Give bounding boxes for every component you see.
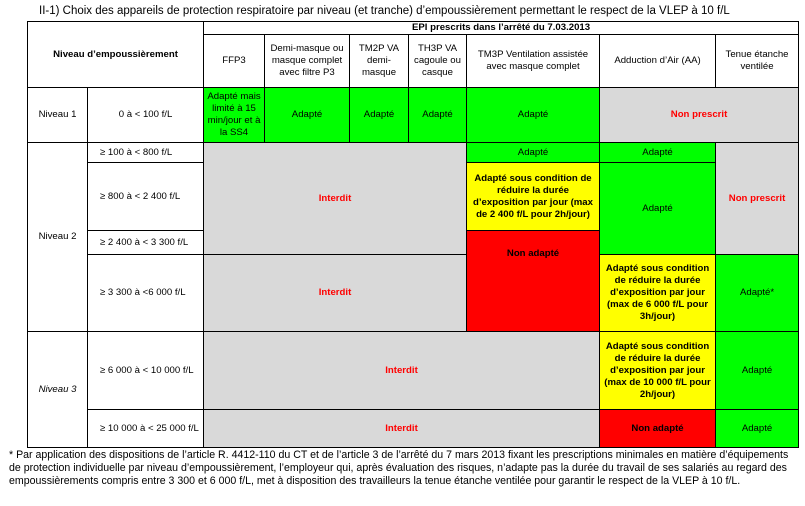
cell-tenue-star: Adapté* bbox=[715, 254, 800, 332]
header-row-2: FFP3 Demi-masque ou masque complet avec … bbox=[28, 34, 800, 88]
table-row: ≥ 10 000 à < 25 000 f/L Interdit Non ada… bbox=[28, 409, 800, 448]
cell-adapte: Adapté bbox=[349, 87, 410, 143]
table-row: ≥ 2 400 à < 3 300 f/L Non adapté bbox=[28, 230, 799, 332]
cell-adapte: Adapté bbox=[599, 162, 717, 255]
page-title: II-1) Choix des appareils de protection … bbox=[39, 5, 730, 17]
range-label: ≥ 800 à < 2 400 f/L bbox=[86, 162, 205, 231]
cell-interdit: Interdit bbox=[203, 331, 601, 410]
table-row: Niveau 2 ≥ 100 à < 800 f/L Interdit Adap… bbox=[27, 142, 800, 332]
table-row: ≥ 3 300 à <6 000 f/L Interdit Adapté sou… bbox=[28, 254, 800, 332]
level-label: Niveau 3 bbox=[27, 331, 88, 448]
table-row: Niveau 1 0 à < 100 f/L Adapté mais limit… bbox=[27, 87, 800, 143]
range-label: ≥ 3 300 à <6 000 f/L bbox=[86, 254, 205, 332]
cell-interdit: Interdit bbox=[203, 409, 601, 448]
cell-tm3p-condition: Adapté sous condition de réduire la duré… bbox=[466, 162, 601, 231]
cell-aa-condition-6000: Adapté sous condition de réduire la duré… bbox=[599, 254, 717, 332]
header-level: Niveau d’empoussièrement bbox=[26, 21, 205, 88]
table-row: Niveau 3 ≥ 6 000 à < 10 000 f/L Interdit… bbox=[27, 331, 800, 448]
cell-adapte: Adapté bbox=[466, 142, 601, 163]
cell-non-adapte: Non adapté bbox=[466, 230, 601, 332]
range-label: ≥ 6 000 à < 10 000 f/L bbox=[86, 331, 205, 410]
cell-adapte: Adapté bbox=[715, 331, 800, 410]
cell-interdit: Interdit bbox=[203, 254, 468, 332]
level-label: Niveau 2 bbox=[27, 142, 88, 332]
col-header-ffp3: FFP3 bbox=[203, 34, 266, 88]
cell-non-prescrit: Non prescrit bbox=[599, 87, 800, 143]
cell-adapte: Adapté bbox=[715, 409, 800, 448]
cell-non-prescrit: Non prescrit bbox=[715, 142, 800, 255]
epi-table: Niveau d’empoussièrement EPI prescrits d… bbox=[26, 21, 800, 448]
col-header-tm3p: TM3P Ventilation assistée avec masque co… bbox=[466, 34, 601, 88]
cell-adapte: Adapté bbox=[264, 87, 351, 143]
cell-interdit: Interdit bbox=[203, 142, 468, 255]
header-row-1: Niveau d’empoussièrement EPI prescrits d… bbox=[26, 21, 800, 88]
level-label: Niveau 1 bbox=[27, 87, 88, 143]
table-row: ≥ 800 à < 2 400 f/L Adapté sous conditio… bbox=[28, 162, 799, 255]
cell-adapte: Adapté bbox=[408, 87, 468, 143]
range-label: ≥ 2 400 à < 3 300 f/L bbox=[86, 230, 205, 255]
range-label: 0 à < 100 f/L bbox=[86, 87, 205, 143]
cell-non-adapte: Non adapté bbox=[599, 409, 717, 448]
range-label: ≥ 100 à < 800 f/L bbox=[86, 142, 205, 163]
col-header-th3p: TH3P VA cagoule ou casque bbox=[408, 34, 468, 88]
footnote: * Par application des dispositions de l’… bbox=[9, 449, 789, 487]
col-header-tm2p: TM2P VA demi-masque bbox=[349, 34, 410, 88]
col-header-demi-masque: Demi-masque ou masque complet avec filtr… bbox=[264, 34, 351, 88]
col-header-aa: Adduction d’Air (AA) bbox=[599, 34, 717, 88]
cell-adapte: Adapté bbox=[599, 142, 717, 163]
epi-table-wrapper: Niveau d’empoussièrement EPI prescrits d… bbox=[26, 21, 800, 448]
header-group: EPI prescrits dans l’arrêté du 7.03.2013 bbox=[203, 21, 800, 35]
cell-ffp3-n1: Adapté mais limité à 15 min/jour et à la… bbox=[203, 87, 266, 143]
col-header-tenue: Tenue étanche ventilée bbox=[715, 34, 800, 88]
cell-adapte: Adapté bbox=[466, 87, 601, 143]
cell-aa-condition-10000: Adapté sous condition de réduire la duré… bbox=[599, 331, 717, 410]
range-label: ≥ 10 000 à < 25 000 f/L bbox=[86, 409, 205, 448]
